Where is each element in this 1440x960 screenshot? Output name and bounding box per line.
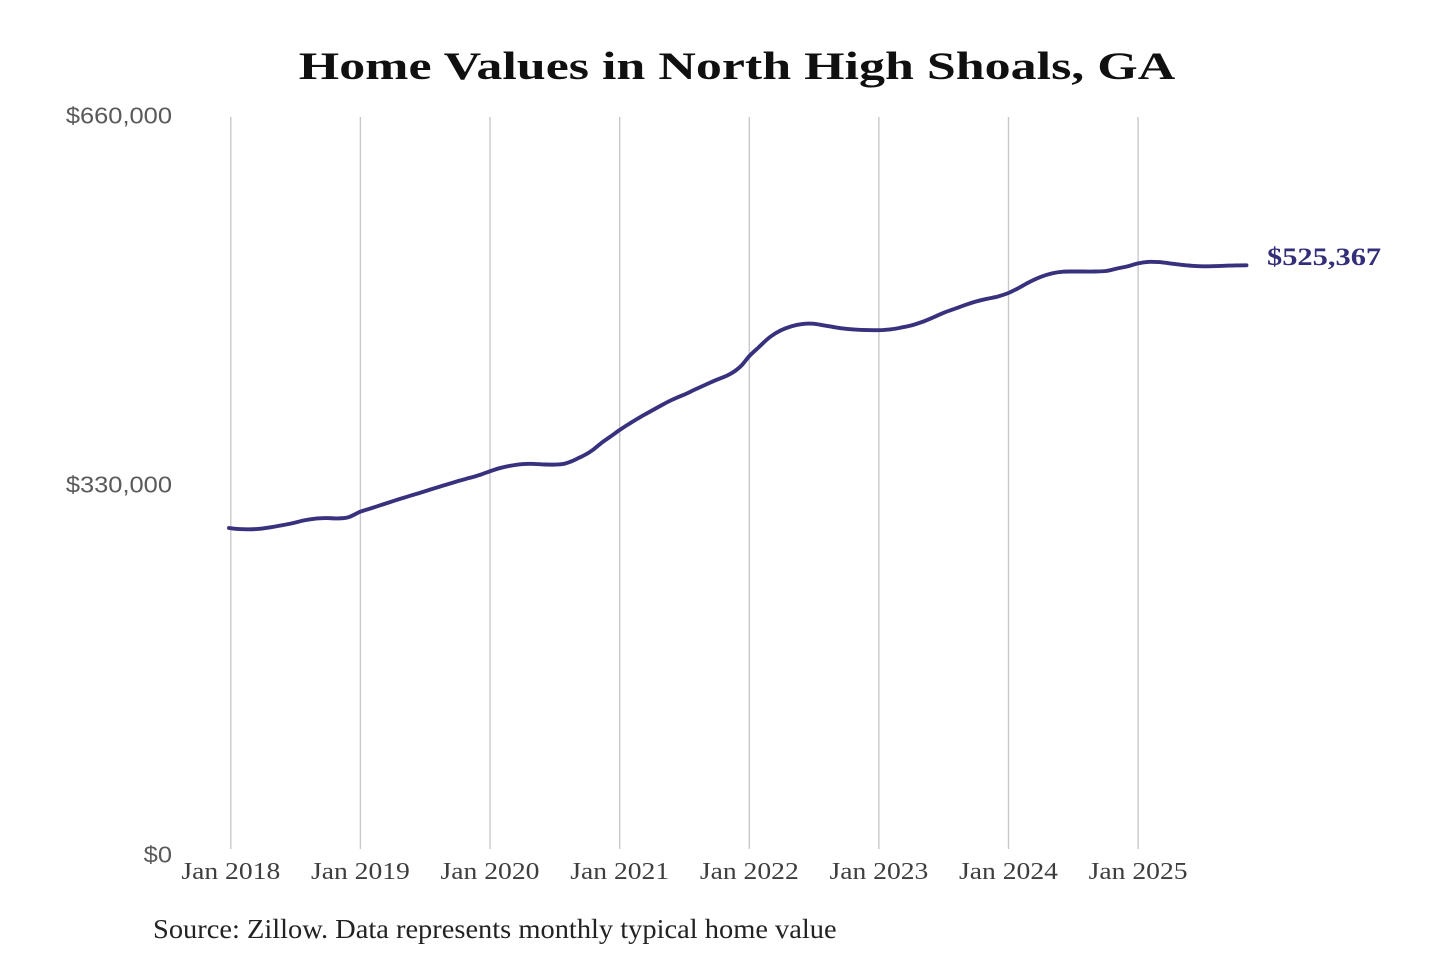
svg-text:Source: Zillow. Data represent: Source: Zillow. Data represents monthly … [153,914,837,944]
svg-text:$0: $0 [144,843,172,869]
svg-text:Jan 2024: Jan 2024 [959,858,1058,885]
svg-text:Jan 2020: Jan 2020 [441,858,540,885]
svg-text:Jan 2023: Jan 2023 [829,858,928,885]
svg-text:$660,000: $660,000 [66,104,172,130]
svg-text:Home Values in North High Shoa: Home Values in North High Shoals, GA [299,44,1175,88]
svg-text:$525,367: $525,367 [1267,243,1381,271]
svg-text:$330,000: $330,000 [66,473,172,499]
svg-text:Jan 2021: Jan 2021 [570,858,669,885]
svg-text:Jan 2022: Jan 2022 [700,858,799,885]
svg-text:Jan 2025: Jan 2025 [1089,858,1188,885]
svg-text:Jan 2018: Jan 2018 [181,858,280,885]
svg-text:Jan 2019: Jan 2019 [311,858,410,885]
